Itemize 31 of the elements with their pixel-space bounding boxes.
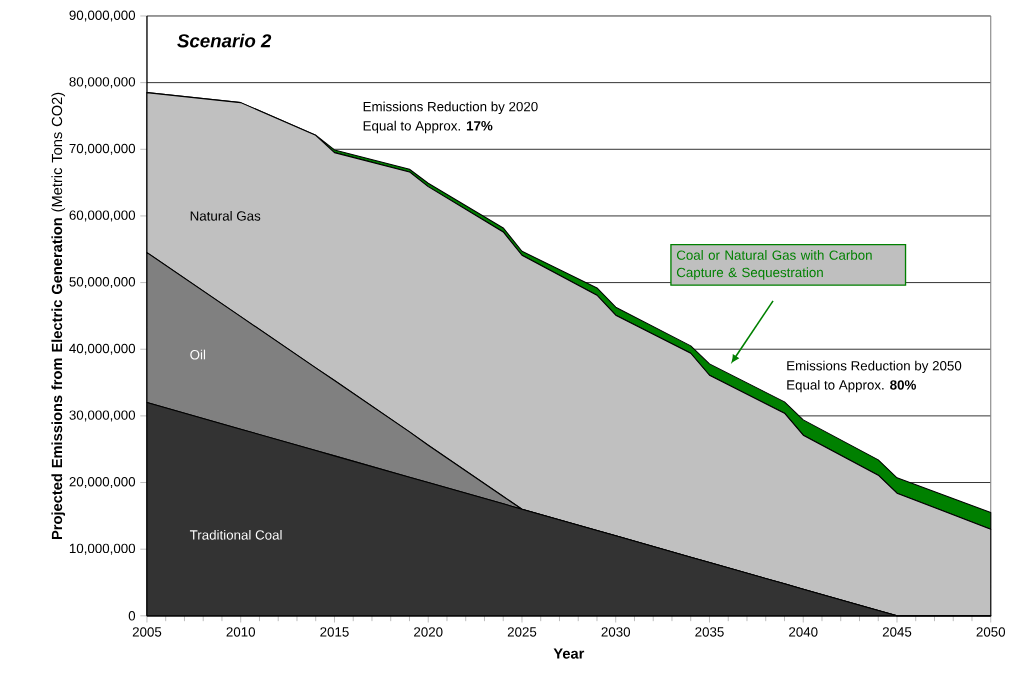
x-tick-label: 2025	[507, 627, 537, 637]
series-label: Oil	[190, 349, 206, 360]
x-tick-label: 2045	[882, 627, 912, 637]
y-tick-label: 60,000,000	[69, 210, 136, 222]
y-tick-label: 80,000,000	[69, 77, 136, 89]
series-label: Traditional Coal	[189, 529, 282, 540]
annotation: Equal to Approx. 80%	[787, 379, 917, 393]
text: Coal or Natural Gas with Carbon Capture & Sequestration	[676, 250, 872, 280]
annotation: Emissions Reduction by 2020	[363, 101, 538, 115]
annotation: Equal to Approx. 17%	[363, 120, 493, 134]
y-tick-label: 0	[128, 611, 136, 621]
series-label: Natural Gas	[190, 211, 261, 221]
y-tick-label: 20,000,000	[69, 477, 136, 489]
text: Scenario 2	[177, 33, 272, 48]
y-tick-label: 30,000,000	[69, 410, 136, 422]
y-tick-label: 50,000,000	[69, 277, 136, 289]
y-tick-label: 90,000,000	[69, 10, 136, 22]
y-tick-label: 70,000,000	[69, 143, 136, 155]
annotation: Emissions Reduction by 2050	[787, 360, 962, 374]
y-axis-title: Projected Emissions from Electric Generation (Metric Tons CO2)	[51, 92, 66, 540]
y-tick-label: 40,000,000	[69, 343, 136, 355]
x-tick-label: 2030	[601, 627, 631, 637]
x-tick-label: 2010	[226, 627, 256, 637]
y-tick-label: 10,000,000	[69, 543, 136, 555]
x-tick-label: 2020	[414, 627, 443, 637]
x-tick-label: 2050	[976, 627, 1006, 637]
x-axis-title: Year	[553, 648, 585, 659]
x-tick-label: 2015	[320, 627, 349, 637]
x-tick-label: 2005	[132, 627, 162, 637]
x-tick-label: 2040	[789, 627, 818, 637]
x-tick-label: 2035	[695, 627, 724, 637]
